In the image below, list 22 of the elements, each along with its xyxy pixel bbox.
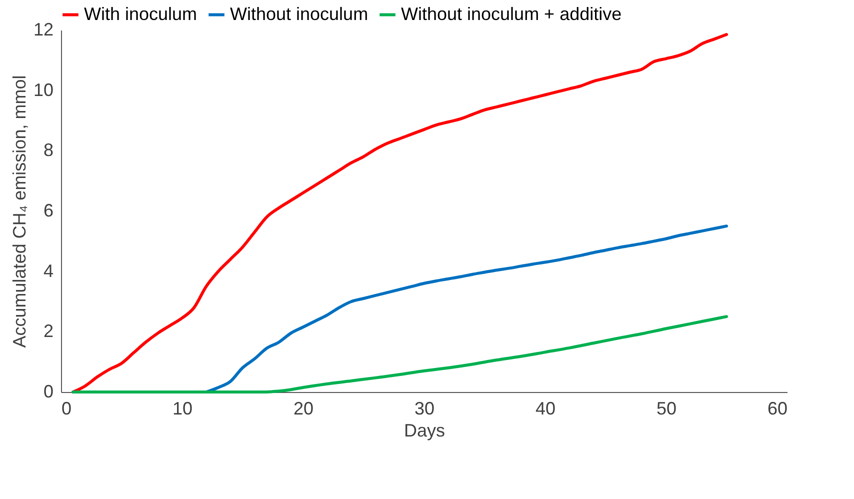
line-series xyxy=(204,224,728,394)
y-tick-label: 0 xyxy=(43,382,54,402)
legend-label: Without inoculum + additive xyxy=(401,4,622,24)
y-tick-label: 2 xyxy=(43,321,54,342)
y-tick-label: 4 xyxy=(43,260,54,281)
x-tick-label: 40 xyxy=(535,398,556,418)
x-tick-label: 20 xyxy=(293,398,314,418)
legend-label: Without inoculum xyxy=(230,4,368,24)
line-series xyxy=(72,315,728,394)
y-tick-label: 8 xyxy=(43,140,54,160)
line-series xyxy=(72,33,728,394)
x-tick-label: 50 xyxy=(656,398,677,418)
y-tick-label: 10 xyxy=(33,80,54,100)
legend-label: With inoculum xyxy=(84,4,198,24)
x-tick-label: 10 xyxy=(172,398,193,418)
x-tick-label: 0 xyxy=(62,398,72,418)
x-tick-label: 60 xyxy=(767,398,788,418)
y-axis-title: Accumulated CH₄ emission, mmol xyxy=(9,75,30,348)
x-tick-label: 30 xyxy=(414,398,435,418)
y-tick-label: 12 xyxy=(33,20,54,40)
y-tick-label: 6 xyxy=(43,200,54,220)
x-axis-title: Days xyxy=(404,420,446,440)
